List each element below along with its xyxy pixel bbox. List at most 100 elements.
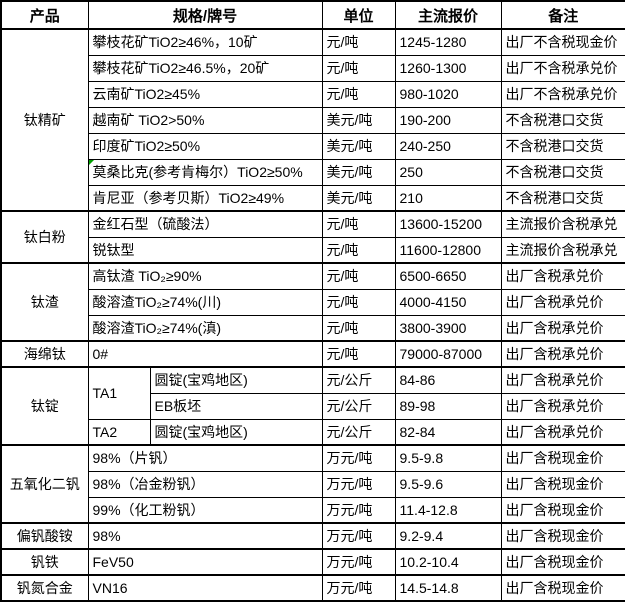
price-cell: 89-98 xyxy=(394,392,502,420)
unit-cell: 元/公斤 xyxy=(321,392,396,420)
note-cell: 出厂含税承兑价 xyxy=(500,392,625,420)
price-cell: 9.5-9.8 xyxy=(394,444,502,472)
unit-cell: 元/吨 xyxy=(321,288,396,316)
grade-cell: TA2 xyxy=(87,418,151,446)
table-row: 莫桑比克(参考肯梅尔）TiO2≥50% 美元/吨 250 不含税港口交货 xyxy=(1,158,625,186)
price-cell: 82-84 xyxy=(394,418,502,446)
spec-cell: 98%（冶金粉钒） xyxy=(87,470,323,498)
table-row: 印度矿TiO2≥50% 美元/吨 240-250 不含税港口交货 xyxy=(1,132,625,160)
table-row: 云南矿TiO2≥45% 元/吨 980-1020 出厂不含税承兑价 xyxy=(1,80,625,108)
unit-cell: 万元/吨 xyxy=(321,470,396,498)
spec-cell: 攀枝花矿TiO2≥46%，10矿 xyxy=(87,28,323,56)
price-cell: 11600-12800 xyxy=(394,236,502,264)
price-cell: 240-250 xyxy=(394,132,502,160)
spec-cell: VN16 xyxy=(87,574,323,602)
spec-cell: 98% xyxy=(87,522,323,550)
unit-cell: 万元/吨 xyxy=(321,548,396,576)
spec-cell: 0# xyxy=(87,340,323,368)
table-row: 钛精矿 攀枝花矿TiO2≥46%，10矿 元/吨 1245-1280 出厂不含税… xyxy=(0,28,625,212)
product-cell: 钛精矿 xyxy=(0,28,89,212)
table-row: 五氧化二钒 98%（片钒） 万元/吨 9.5-9.8 出厂含税现金价 xyxy=(0,444,625,524)
spec-cell: 圆锭(宝鸡地区) xyxy=(149,366,323,394)
spec-cell: 锐钛型 xyxy=(87,236,323,264)
table-row: TA2 圆锭(宝鸡地区) 元/公斤 82-84 出厂含税承兑价 xyxy=(1,418,625,446)
price-cell: 980-1020 xyxy=(394,80,502,108)
unit-cell: 元/吨 xyxy=(321,210,396,238)
price-cell: 79000-87000 xyxy=(394,340,502,368)
note-cell: 出厂含税承兑价 xyxy=(500,340,625,368)
price-cell: 3800-3900 xyxy=(394,314,502,342)
price-cell: 10.2-10.4 xyxy=(394,548,502,576)
note-cell: 出厂不含税现金价 xyxy=(500,28,625,56)
note-cell: 主流报价含税承兑 xyxy=(500,236,625,264)
spec-cell: FeV50 xyxy=(87,548,323,576)
price-cell: 1245-1280 xyxy=(394,28,502,56)
price-cell: 13600-15200 xyxy=(394,210,502,238)
table-row: 99%（化工粉钒） 万元/吨 11.4-12.8 出厂含税现金价 xyxy=(1,496,625,524)
spec-cell: 圆锭(宝鸡地区) xyxy=(149,418,323,446)
table-row: 锐钛型 元/吨 11600-12800 主流报价含税承兑 xyxy=(1,236,625,264)
note-cell: 出厂含税承兑价 xyxy=(500,314,625,342)
table-row: 攀枝花矿TiO2≥46.5%，20矿 元/吨 1260-1300 出厂不含税承兑… xyxy=(1,54,625,82)
price-cell: 9.5-9.6 xyxy=(394,470,502,498)
spec-cell: 酸溶渣TiO₂≥74%(川) xyxy=(87,288,323,316)
unit-cell: 元/吨 xyxy=(321,236,396,264)
unit-cell: 万元/吨 xyxy=(321,496,396,524)
header-note: 备注 xyxy=(500,0,625,30)
note-cell: 出厂含税现金价 xyxy=(500,444,625,472)
table-row: 钛渣 高钛渣 TiO₂≥90% 元/吨 6500-6650 出厂含税承兑价 xyxy=(0,262,625,342)
note-cell: 出厂含税现金价 xyxy=(500,574,625,602)
grade-cell: TA1 xyxy=(87,366,151,420)
table-row: 钛白粉 金红石型（硫酸法） 元/吨 13600-15200 主流报价含税承兑 xyxy=(0,210,625,264)
spec-cell: 越南矿 TiO2>50% xyxy=(87,106,323,134)
unit-cell: 元/吨 xyxy=(321,80,396,108)
unit-cell: 元/吨 xyxy=(321,262,396,290)
spec-cell: 金红石型（硫酸法） xyxy=(87,210,323,238)
unit-cell: 美元/吨 xyxy=(321,158,396,186)
header-product: 产品 xyxy=(0,0,89,30)
note-cell: 不含税港口交货 xyxy=(500,106,625,134)
unit-cell: 美元/吨 xyxy=(321,106,396,134)
price-cell: 84-86 xyxy=(394,366,502,394)
note-cell: 出厂含税现金价 xyxy=(500,548,625,576)
table-row: 酸溶渣TiO₂≥74%(滇) 元/吨 3800-3900 出厂含税承兑价 xyxy=(1,314,625,342)
unit-cell: 美元/吨 xyxy=(321,184,396,212)
table-row: EB板坯 元/公斤 89-98 出厂含税承兑价 xyxy=(1,392,625,420)
spec-cell: EB板坯 xyxy=(149,392,323,420)
spec-cell: 99%（化工粉钒） xyxy=(87,496,323,524)
spec-cell: 攀枝花矿TiO2≥46.5%，20矿 xyxy=(87,54,323,82)
unit-cell: 美元/吨 xyxy=(321,132,396,160)
table-row: 越南矿 TiO2>50% 美元/吨 190-200 不含税港口交货 xyxy=(1,106,625,134)
unit-cell: 万元/吨 xyxy=(321,444,396,472)
table-row: 海绵钛 0# 元/吨 79000-87000 出厂含税承兑价 xyxy=(0,340,625,368)
product-cell: 钛白粉 xyxy=(0,210,89,264)
header-row: 产品 规格/牌号 单位 主流报价 备注 xyxy=(0,0,625,30)
price-cell: 9.2-9.4 xyxy=(394,522,502,550)
unit-cell: 元/吨 xyxy=(321,54,396,82)
spec-cell: 酸溶渣TiO₂≥74%(滇) xyxy=(87,314,323,342)
price-cell: 1260-1300 xyxy=(394,54,502,82)
unit-cell: 元/吨 xyxy=(321,28,396,56)
note-cell: 出厂不含税承兑价 xyxy=(500,80,625,108)
cell-comment-marker-icon xyxy=(89,160,94,165)
product-cell: 偏钒酸铵 xyxy=(0,522,89,550)
note-cell: 不含税港口交货 xyxy=(500,132,625,160)
header-unit: 单位 xyxy=(321,0,396,30)
spec-text: 莫桑比克(参考肯梅尔）TiO2≥50% xyxy=(92,164,303,180)
product-cell: 海绵钛 xyxy=(0,340,89,368)
note-cell: 不含税港口交货 xyxy=(500,184,625,212)
price-cell: 190-200 xyxy=(394,106,502,134)
spec-cell: 印度矿TiO2≥50% xyxy=(87,132,323,160)
spec-cell: 高钛渣 TiO₂≥90% xyxy=(87,262,323,290)
price-cell: 4000-4150 xyxy=(394,288,502,316)
unit-cell: 元/吨 xyxy=(321,340,396,368)
unit-cell: 万元/吨 xyxy=(321,522,396,550)
product-cell: 钒氮合金 xyxy=(0,574,89,602)
product-cell: 钛渣 xyxy=(0,262,89,342)
note-cell: 出厂含税现金价 xyxy=(500,470,625,498)
table-row: 偏钒酸铵 98% 万元/吨 9.2-9.4 出厂含税现金价 xyxy=(0,522,625,550)
unit-cell: 元/公斤 xyxy=(321,366,396,394)
spec-cell: 肯尼亚（参考贝斯）TiO2≥49% xyxy=(87,184,323,212)
product-cell: 钛锭 xyxy=(0,366,89,446)
spec-cell: 莫桑比克(参考肯梅尔）TiO2≥50% xyxy=(87,158,323,186)
